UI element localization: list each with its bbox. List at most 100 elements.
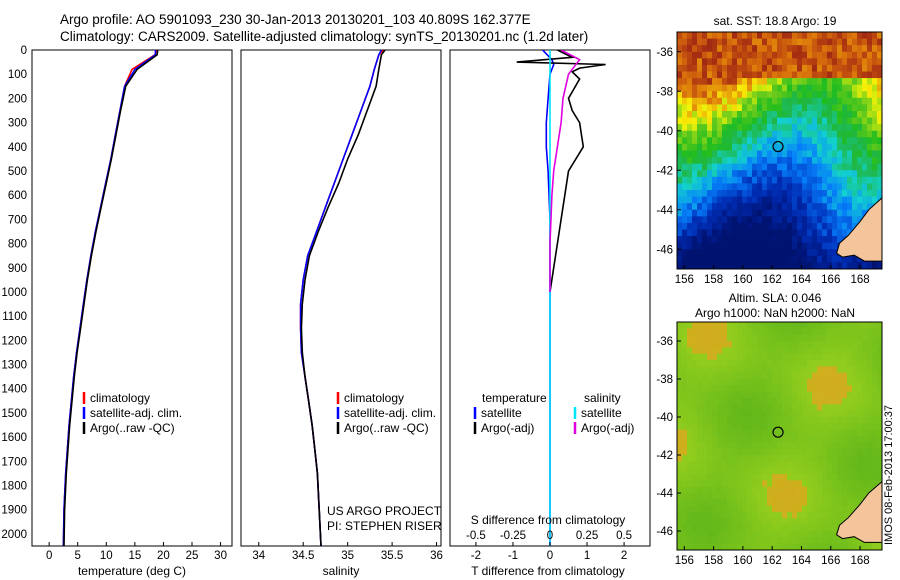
map-cell	[767, 183, 773, 191]
map-cell	[722, 505, 728, 513]
map-cell	[842, 360, 848, 367]
map-cell	[842, 486, 848, 494]
map-cell	[682, 45, 688, 53]
map-cell	[837, 236, 843, 244]
map-cell	[767, 222, 773, 231]
map-cell	[712, 130, 718, 138]
map-cell	[697, 124, 703, 132]
map-cell	[777, 150, 783, 158]
map-cell	[737, 84, 743, 92]
map-cell	[682, 493, 688, 500]
map-cell	[722, 512, 728, 519]
map-cell	[757, 51, 763, 59]
map-cell	[772, 91, 778, 99]
map-cell	[862, 353, 868, 361]
map-cell	[777, 474, 783, 481]
map-cell	[752, 322, 758, 329]
map-cell	[682, 196, 688, 204]
map-cell	[782, 448, 788, 456]
map-cell	[802, 249, 808, 257]
map-cell	[677, 518, 683, 526]
map-cell	[872, 137, 878, 145]
map-cell	[722, 486, 728, 494]
map-cell	[692, 410, 698, 418]
map-cell	[822, 353, 828, 361]
map-cell	[692, 104, 698, 112]
map-cell	[777, 203, 783, 211]
legend-label-argo: Argo(..raw -QC)	[344, 421, 429, 435]
map-cell	[732, 157, 738, 165]
map-cell	[772, 157, 778, 165]
map-cell	[787, 163, 793, 171]
map-cell	[742, 543, 748, 550]
map-cell	[752, 379, 758, 386]
map-cell	[782, 379, 788, 386]
map-cell	[772, 385, 778, 393]
map-cell	[757, 262, 763, 269]
map-cell	[777, 486, 783, 494]
map-cell	[707, 448, 713, 456]
map-cell	[752, 130, 758, 138]
map-cell	[732, 130, 738, 138]
map-cell	[752, 385, 758, 393]
map-cell	[867, 429, 873, 437]
map-cell	[722, 353, 728, 361]
map-cell	[707, 38, 713, 46]
map-cell	[797, 366, 803, 374]
map-cell	[792, 249, 798, 257]
map-cell	[872, 366, 878, 374]
map-cell	[752, 366, 758, 374]
map-cell	[772, 537, 778, 545]
map-cell	[787, 242, 793, 250]
map-cell	[747, 157, 753, 165]
map-cell	[847, 255, 853, 264]
map-cell	[787, 209, 793, 217]
map-cell	[702, 531, 708, 538]
map-cell	[792, 334, 798, 342]
map-cell	[837, 429, 843, 437]
map-cell	[782, 38, 788, 46]
map-cell	[757, 353, 763, 361]
map-cell	[722, 531, 728, 538]
map-cell	[797, 474, 803, 481]
map-cell	[737, 170, 743, 178]
map-cell	[752, 71, 758, 79]
map-cell	[797, 64, 803, 73]
map-cell	[677, 474, 683, 481]
map-cell	[752, 78, 758, 86]
map-cell	[817, 150, 823, 158]
map-cell	[782, 480, 788, 488]
map-cell	[832, 117, 838, 125]
map-cell	[847, 410, 853, 418]
map-cell	[712, 322, 718, 329]
map-cell	[687, 512, 693, 519]
salinity-panel-frame	[240, 49, 442, 547]
map-cell	[852, 196, 858, 204]
map-cell	[852, 499, 858, 507]
map-cell	[817, 157, 823, 165]
map-cell	[762, 353, 768, 361]
map-cell	[817, 32, 823, 40]
map-cell	[767, 84, 773, 92]
map-cell	[792, 391, 798, 399]
map-cell	[852, 117, 858, 125]
map-cell	[727, 104, 733, 112]
map-cell	[837, 45, 843, 53]
map-cell	[797, 341, 803, 348]
map-cell	[722, 209, 728, 217]
map-cell	[842, 410, 848, 418]
map-cell	[757, 64, 763, 73]
map-cell	[857, 366, 863, 374]
map-cell	[702, 176, 708, 185]
map-cell	[697, 137, 703, 145]
map-cell	[827, 486, 833, 494]
map-cell	[747, 410, 753, 418]
map-cell	[812, 176, 818, 185]
map-cell	[722, 543, 728, 550]
map-cell	[727, 84, 733, 92]
map-cell	[697, 328, 703, 336]
map-cell	[692, 236, 698, 244]
map-cell	[802, 216, 808, 224]
map-cell	[722, 379, 728, 386]
map-cell	[717, 543, 723, 550]
